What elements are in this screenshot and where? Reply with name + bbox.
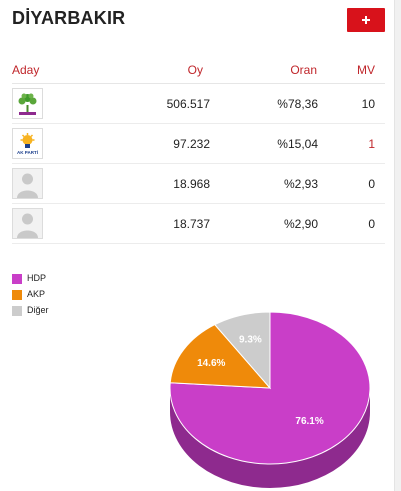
row-divider	[12, 163, 385, 164]
seat-count: 0	[368, 217, 375, 231]
column-header-aday: Aday	[12, 63, 40, 77]
legend-swatch	[12, 274, 22, 284]
seat-count: 1	[368, 137, 375, 151]
legend-label: HDP	[27, 273, 47, 283]
legend-swatch	[12, 306, 22, 316]
page-title: DİYARBAKIR	[12, 8, 126, 28]
table-row: 18.737 %2,90 0	[12, 204, 385, 244]
legend-label: Diğer	[27, 305, 49, 315]
pie-slice-akp[interactable]	[169, 323, 272, 389]
seat-count: 10	[361, 97, 375, 111]
person-silhouette-icon	[12, 208, 43, 239]
vote-count: 18.968	[173, 177, 210, 191]
row-divider	[12, 203, 385, 204]
slice-label: 76.1%	[295, 416, 323, 427]
header-divider	[12, 83, 385, 84]
pie-slice-side	[170, 388, 370, 488]
column-header-oran: Oran	[290, 63, 317, 77]
table-row: AK PARTİ 97.232 %15,04 1	[12, 124, 385, 164]
vote-percentage: %78,36	[277, 97, 318, 111]
vote-count: 18.737	[173, 217, 210, 231]
table-row: 506.517 %78,36 10	[12, 84, 385, 124]
legend-label: AKP	[27, 289, 46, 299]
row-divider	[12, 243, 385, 244]
akp-logo-text: AK PARTİ	[17, 149, 38, 155]
table-row: 18.968 %2,93 0	[12, 164, 385, 204]
slice-label: 9.3%	[239, 335, 262, 346]
slice-label: 14.6%	[197, 358, 225, 369]
akp-logo-icon: AK PARTİ	[12, 128, 43, 159]
hdp-logo-icon	[12, 88, 43, 119]
vote-percentage: %2,90	[283, 217, 318, 231]
right-border	[394, 0, 401, 491]
person-silhouette-icon	[12, 168, 43, 199]
pie-slice-diger[interactable]	[214, 311, 271, 390]
expand-button[interactable]	[347, 8, 385, 32]
vote-percentage: %2,93	[283, 177, 318, 191]
legend-swatch	[12, 290, 22, 300]
vote-count: 97.232	[173, 137, 210, 151]
vote-count: 506.517	[166, 97, 210, 111]
column-header-mv: MV	[357, 63, 375, 77]
vote-percentage: %15,04	[277, 137, 318, 151]
seat-count: 0	[368, 177, 375, 191]
column-header-oy: Oy	[187, 63, 203, 77]
row-divider	[12, 123, 385, 124]
